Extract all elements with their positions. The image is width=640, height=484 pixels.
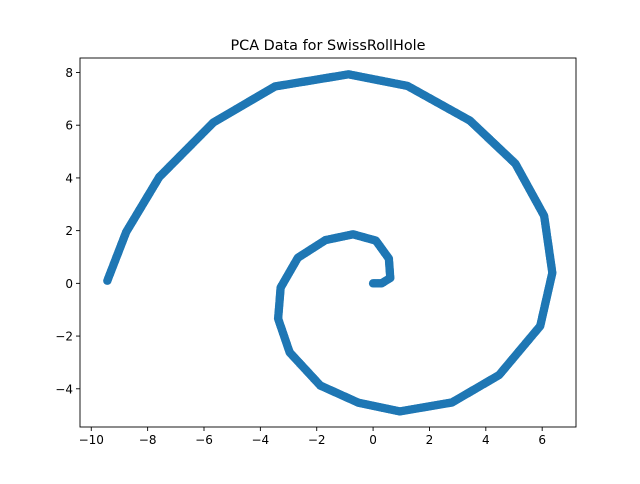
y-axis-ticks: −4 −2 0 2 4 6 8 xyxy=(55,66,80,396)
scatter-points-group xyxy=(103,70,557,416)
plot-area-frame xyxy=(79,57,577,428)
x-tick-label: −4 xyxy=(252,433,270,447)
x-tick-label: 2 xyxy=(426,433,434,447)
y-tick-label: 0 xyxy=(65,277,73,291)
scatter-point xyxy=(103,276,112,285)
x-tick-label: −2 xyxy=(308,433,326,447)
x-tick-label: 0 xyxy=(369,433,377,447)
y-tick-label: 6 xyxy=(65,119,73,133)
chart-title: PCA Data for SwissRollHole xyxy=(231,38,426,54)
x-tick-label: −10 xyxy=(79,433,104,447)
y-tick-label: 2 xyxy=(65,224,73,238)
x-tick-label: −8 xyxy=(139,433,157,447)
y-tick-label: 8 xyxy=(65,66,73,80)
x-tick-label: −6 xyxy=(195,433,213,447)
x-tick-label: 4 xyxy=(482,433,490,447)
y-tick-label: −2 xyxy=(55,330,73,344)
y-tick-label: 4 xyxy=(65,171,73,185)
y-tick-label: −4 xyxy=(55,382,73,396)
x-tick-label: 6 xyxy=(538,433,546,447)
x-axis-ticks: −10 −8 −6 −4 −2 0 2 4 6 xyxy=(79,427,546,447)
